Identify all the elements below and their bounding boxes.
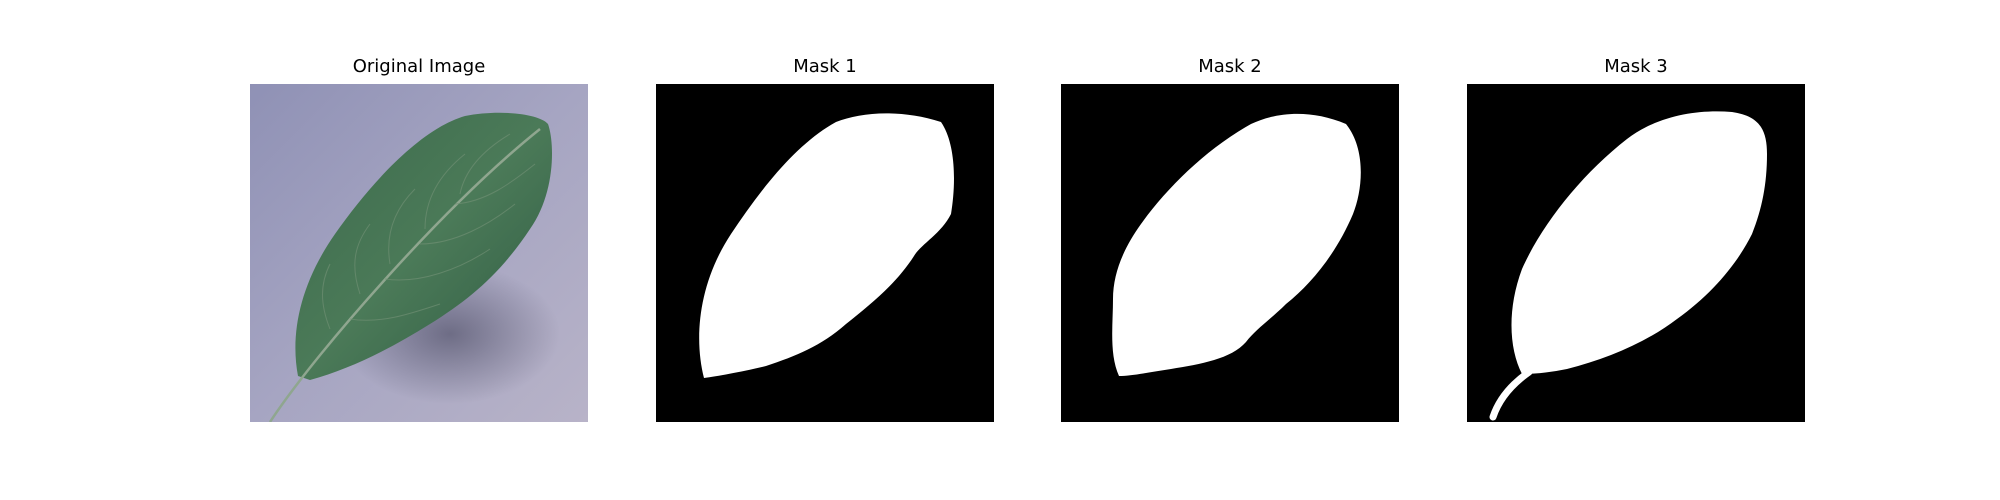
panel-original-image: Original Image — [250, 0, 588, 500]
mask-1-svg — [656, 84, 994, 422]
mask-leaf-stem — [1489, 368, 1533, 421]
original-leaf-photo — [250, 84, 588, 422]
leaf-photo-svg — [250, 84, 588, 422]
panel-mask-3: Mask 3 — [1467, 0, 1805, 500]
mask-leaf-region — [699, 113, 954, 378]
panel-title: Mask 1 — [793, 56, 857, 77]
mask-leaf-region — [1112, 113, 1361, 377]
panel-mask-2: Mask 2 — [1061, 0, 1399, 500]
mask-3-svg — [1467, 84, 1805, 422]
mask-3-image — [1467, 84, 1805, 422]
leaf-midrib — [268, 128, 541, 422]
leaf-veins — [322, 133, 536, 330]
mask-1-image — [656, 84, 994, 422]
leaf-blade — [295, 112, 553, 380]
panel-mask-1: Mask 1 — [656, 0, 994, 500]
panel-title: Mask 2 — [1198, 56, 1262, 77]
panel-title: Mask 3 — [1604, 56, 1668, 77]
mask-leaf-region — [1511, 111, 1767, 374]
mask-2-image — [1061, 84, 1399, 422]
panel-title: Original Image — [352, 56, 486, 77]
mask-2-svg — [1061, 84, 1399, 422]
